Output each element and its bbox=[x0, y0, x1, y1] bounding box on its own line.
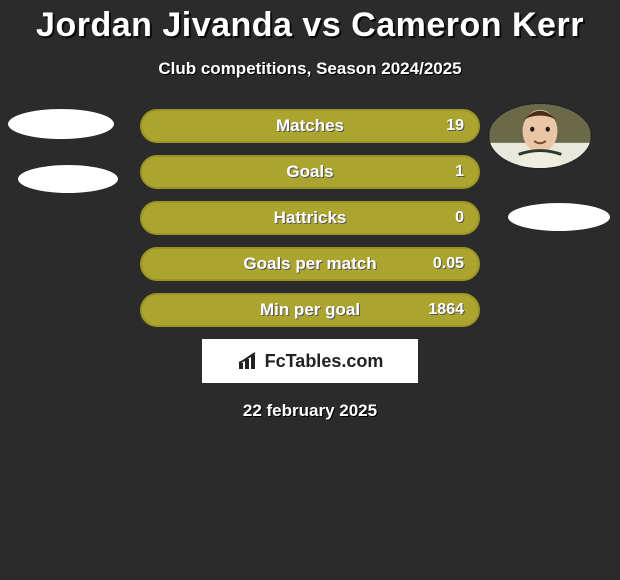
bars-icon bbox=[237, 351, 261, 371]
stat-value: 1864 bbox=[428, 301, 464, 319]
branding-text: FcTables.com bbox=[265, 351, 384, 372]
branding-badge[interactable]: FcTables.com bbox=[202, 339, 418, 383]
comparison-stage: Matches 19 Goals 1 Hattricks 0 Goals per… bbox=[0, 109, 620, 421]
stat-bar-matches: Matches 19 bbox=[140, 109, 480, 143]
stat-bars: Matches 19 Goals 1 Hattricks 0 Goals per… bbox=[140, 109, 480, 327]
stat-label: Matches bbox=[276, 116, 344, 136]
left-avatar-placeholder-2 bbox=[18, 165, 118, 193]
right-avatar bbox=[488, 103, 592, 169]
stat-label: Hattricks bbox=[274, 208, 347, 228]
right-avatar-placeholder-2 bbox=[508, 203, 610, 231]
stat-label: Min per goal bbox=[260, 300, 360, 320]
stat-bar-hattricks: Hattricks 0 bbox=[140, 201, 480, 235]
stat-value: 0.05 bbox=[433, 255, 464, 273]
stat-value: 1 bbox=[455, 163, 464, 181]
snapshot-date: 22 february 2025 bbox=[0, 401, 620, 421]
stat-bar-min-per-goal: Min per goal 1864 bbox=[140, 293, 480, 327]
stat-label: Goals per match bbox=[243, 254, 376, 274]
stat-bar-goals-per-match: Goals per match 0.05 bbox=[140, 247, 480, 281]
page-title: Jordan Jivanda vs Cameron Kerr bbox=[0, 0, 620, 45]
stat-value: 0 bbox=[455, 209, 464, 227]
avatar-illustration bbox=[489, 104, 591, 168]
stat-label: Goals bbox=[286, 162, 333, 182]
stat-value: 19 bbox=[446, 117, 464, 135]
left-avatar-placeholder-1 bbox=[8, 109, 114, 139]
stat-bar-goals: Goals 1 bbox=[140, 155, 480, 189]
subtitle: Club competitions, Season 2024/2025 bbox=[0, 59, 620, 79]
